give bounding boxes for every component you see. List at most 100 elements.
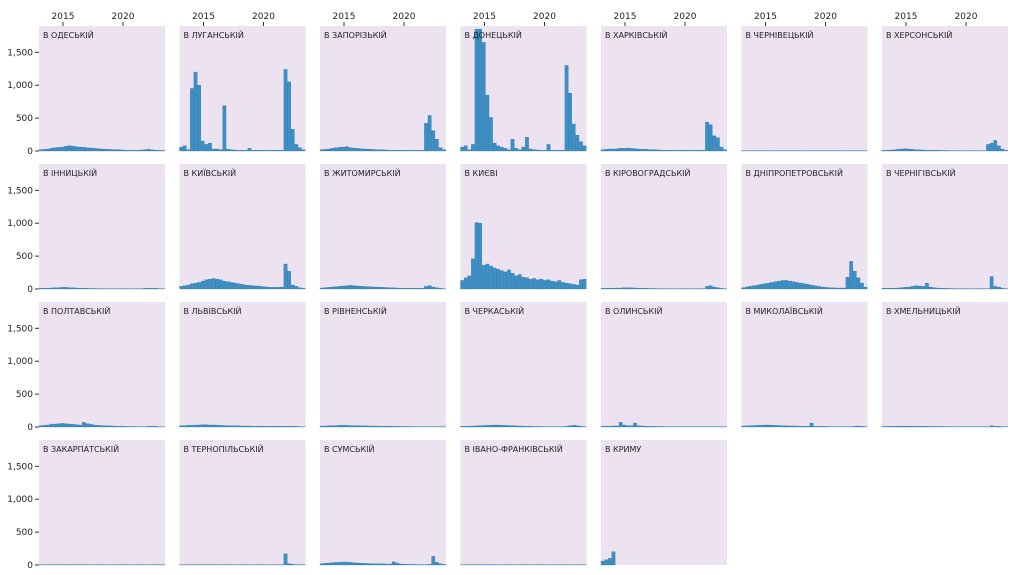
bar [511, 273, 514, 289]
x-tick-label: 2020 [393, 12, 416, 22]
bar [378, 150, 381, 151]
x-tick-label: 2020 [814, 12, 837, 22]
panel-title: В ЧЕРНІВЕЦЬКІЙ [746, 29, 814, 40]
bar [619, 148, 622, 151]
bar [147, 288, 150, 289]
bar [259, 150, 262, 151]
bar [565, 283, 568, 289]
bar [64, 424, 67, 427]
bar [907, 287, 910, 289]
bar [291, 285, 294, 289]
bar [522, 277, 525, 289]
bar [612, 426, 615, 427]
bar [997, 426, 1000, 427]
bar [792, 426, 795, 427]
bar [187, 285, 190, 289]
bar [569, 426, 572, 427]
x-tick-label: 2015 [473, 12, 496, 22]
bar [435, 562, 438, 565]
bar [922, 286, 925, 289]
bar [295, 144, 298, 151]
panel-25: В ІВАНО-ФРАНКІВСЬКІЙ [461, 440, 587, 565]
panel-title: В ХАРКІВСЬКІЙ [605, 29, 667, 40]
bar [82, 288, 85, 289]
bar [547, 280, 550, 289]
bar [288, 82, 291, 151]
panel-title: В ХМЕЛЬНИЦЬКІЙ [886, 305, 961, 316]
bar [338, 425, 341, 427]
bar [100, 149, 103, 151]
panel-5: В ХАРКІВСЬКІЙ [601, 26, 727, 151]
bar [543, 150, 546, 151]
bar [904, 149, 907, 151]
bar [565, 426, 568, 427]
bar [352, 426, 355, 427]
bar [853, 426, 856, 427]
bar [648, 150, 651, 151]
bar [579, 142, 582, 151]
panel-title: В ПОЛТАВСЬКІЙ [43, 305, 110, 316]
bar [414, 564, 417, 565]
bar [43, 288, 46, 289]
bar [518, 275, 521, 289]
bar [255, 426, 258, 427]
bar [860, 283, 863, 289]
bar [288, 564, 291, 565]
bar [608, 558, 611, 565]
bar [511, 139, 514, 151]
bar [857, 278, 860, 289]
bar [911, 149, 914, 151]
bar [900, 149, 903, 151]
bar [655, 426, 658, 427]
bar [147, 426, 150, 427]
y-tick-label: 1,000 [7, 81, 33, 91]
panel-3: В ЗАПОРІЗЬКІЙ [320, 26, 446, 151]
bar [392, 150, 395, 151]
bar [723, 150, 726, 151]
bar [392, 562, 395, 565]
bar [331, 148, 334, 151]
bar [388, 564, 391, 565]
bar [561, 282, 564, 289]
bar [799, 283, 802, 289]
panel-background [742, 26, 868, 151]
panel-21: В ХМЕЛЬНИЦЬКІЙ [882, 302, 1008, 427]
bar [518, 426, 521, 427]
bar [749, 286, 752, 289]
bar [644, 288, 647, 289]
bar [774, 282, 777, 289]
x-tick-label: 2020 [252, 12, 275, 22]
bar [198, 425, 201, 427]
bar [558, 280, 561, 289]
bar [61, 147, 64, 151]
bar [471, 426, 474, 427]
bar [406, 564, 409, 565]
bar [334, 287, 337, 289]
bar [471, 259, 474, 289]
bar [320, 564, 323, 565]
bar [417, 288, 420, 289]
bar [432, 287, 435, 289]
bar [378, 426, 381, 427]
bar [68, 424, 71, 427]
bar [464, 146, 467, 151]
bar [619, 422, 622, 427]
bar [158, 150, 161, 151]
bar [644, 426, 647, 427]
panel-title: В РІВНЕНСЬКІЙ [324, 305, 387, 316]
bar [363, 149, 366, 151]
bar [497, 146, 500, 151]
bar [770, 282, 773, 289]
bar [486, 95, 489, 151]
bar [536, 426, 539, 427]
bar [381, 287, 384, 289]
bar [349, 148, 352, 151]
panel-background [742, 164, 868, 289]
bar [68, 288, 71, 289]
bar [410, 288, 413, 289]
x-tick-label: 2015 [52, 12, 75, 22]
panel-title: В ЖИТОМИРСЬКІЙ [324, 167, 401, 178]
bar [886, 426, 889, 427]
bar [93, 425, 96, 427]
bar [637, 288, 640, 289]
